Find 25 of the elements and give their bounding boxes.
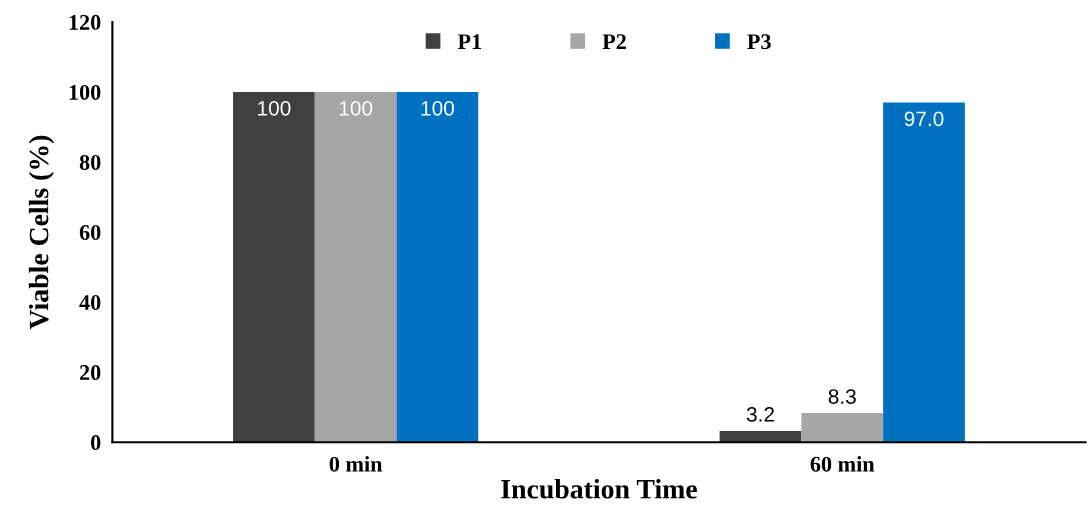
legend-label: P3: [747, 34, 771, 50]
y-tick-label: 40: [79, 295, 101, 311]
y-tick-label: 80: [79, 154, 101, 170]
data-label: 100: [258, 100, 291, 116]
x-tick-label: 60 min: [810, 456, 875, 472]
y-tick-label: 0: [91, 435, 101, 451]
legend-label: P1: [457, 34, 482, 49]
bar: [801, 413, 884, 443]
bar: [314, 91, 397, 443]
y-tick-label: 100: [69, 84, 101, 100]
bar: [396, 91, 479, 443]
y-tick-label: 120: [69, 14, 101, 30]
y-tick-label: 20: [79, 365, 101, 381]
data-label: 100: [339, 100, 373, 116]
x-axis-title: Incubation Time: [501, 478, 697, 499]
data-label: 97.0: [904, 111, 944, 127]
bar: [883, 102, 965, 443]
y-axis-title: Viable Cells (%): [28, 135, 55, 330]
legend-label: P2: [602, 34, 626, 49]
data-label: 8.3: [828, 389, 856, 404]
data-label: 100: [421, 100, 454, 116]
bar: [233, 91, 315, 443]
data-label: 3.2: [746, 407, 774, 422]
y-tick-label: 60: [79, 224, 101, 240]
x-tick-label: 0 min: [329, 456, 383, 472]
